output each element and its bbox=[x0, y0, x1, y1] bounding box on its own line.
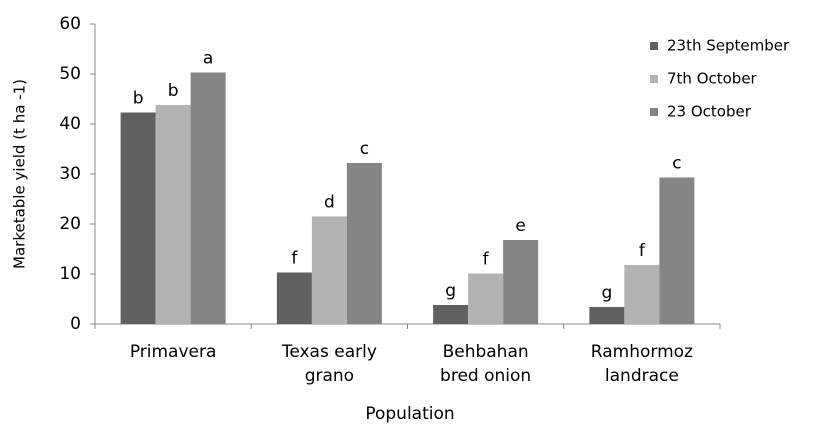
x-tick-label: landrace bbox=[605, 366, 679, 386]
significance-letter: g bbox=[445, 281, 456, 301]
bar bbox=[624, 265, 660, 324]
legend-label: 7th October bbox=[667, 70, 758, 88]
significance-letter: c bbox=[360, 139, 369, 159]
y-tick-label: 60 bbox=[59, 14, 81, 34]
bar bbox=[120, 112, 156, 324]
legend-swatch bbox=[650, 42, 658, 50]
bar bbox=[155, 105, 191, 324]
bar bbox=[503, 240, 539, 324]
legend-swatch bbox=[650, 108, 658, 116]
y-tick-label: 40 bbox=[59, 114, 81, 134]
bar bbox=[659, 177, 695, 324]
significance-letter: b bbox=[133, 89, 144, 109]
bar bbox=[589, 307, 625, 324]
legend-swatch bbox=[650, 75, 658, 83]
y-tick-label: 20 bbox=[59, 214, 81, 234]
significance-letter: f bbox=[483, 250, 490, 270]
bar bbox=[190, 72, 226, 324]
x-tick-label: Behbahan bbox=[443, 342, 529, 362]
significance-letter: b bbox=[168, 81, 179, 101]
significance-letter: c bbox=[672, 154, 681, 174]
significance-letter: a bbox=[203, 49, 213, 69]
x-tick-label: bred onion bbox=[440, 366, 531, 386]
bar bbox=[433, 305, 469, 324]
significance-letter: d bbox=[324, 193, 335, 213]
y-axis-label: Marketable yield (t ha -1) bbox=[11, 79, 29, 269]
bar bbox=[468, 273, 504, 324]
legend-label: 23th September bbox=[667, 37, 790, 55]
x-axis-label: Population bbox=[365, 404, 454, 424]
x-tick-label: Primavera bbox=[130, 342, 217, 362]
x-tick-label: grano bbox=[305, 366, 354, 386]
y-tick-label: 0 bbox=[70, 314, 81, 334]
significance-letter: f bbox=[291, 249, 298, 269]
x-tick-label: Texas early bbox=[281, 342, 377, 362]
y-tick-label: 30 bbox=[59, 164, 81, 184]
significance-letter: g bbox=[601, 283, 612, 303]
legend-label: 23 October bbox=[667, 103, 752, 121]
significance-letter: f bbox=[639, 241, 646, 261]
bar bbox=[346, 163, 382, 324]
bar bbox=[311, 216, 347, 324]
x-tick-label: Ramhormoz bbox=[591, 342, 693, 362]
y-tick-label: 50 bbox=[59, 64, 81, 84]
bar bbox=[276, 272, 312, 324]
significance-letter: e bbox=[515, 216, 525, 236]
y-tick-label: 10 bbox=[59, 264, 81, 284]
